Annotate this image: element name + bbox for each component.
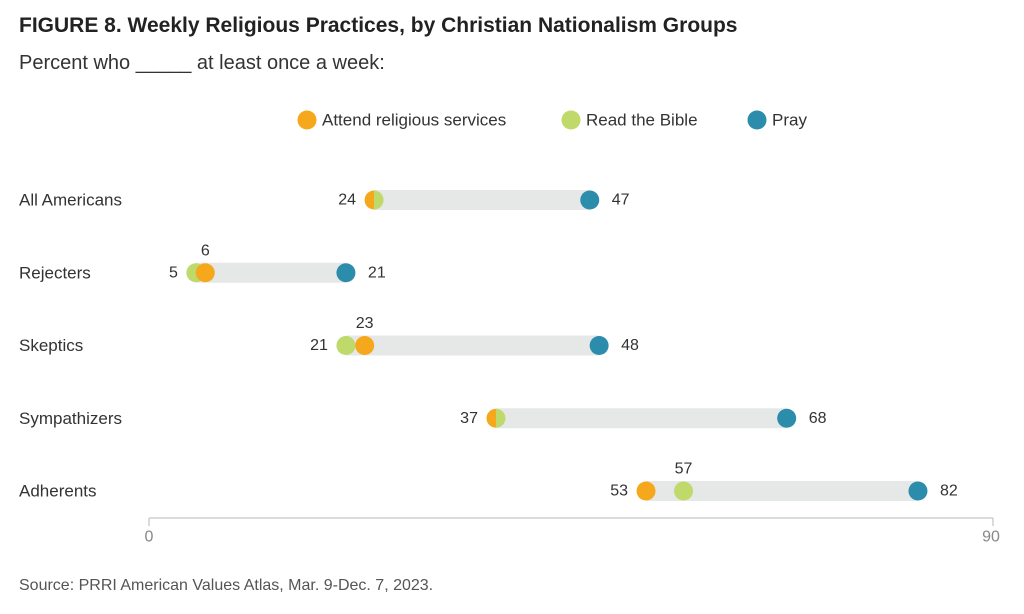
dot-pray xyxy=(580,190,600,210)
legend-label-attend: Attend religious services xyxy=(322,111,506,130)
category-label: Sympathizers xyxy=(19,409,122,428)
dot-attend xyxy=(355,336,375,355)
dot-pray xyxy=(908,481,928,501)
dot-pray xyxy=(336,263,356,283)
data-label: 82 xyxy=(940,483,958,500)
chart-source: Source: PRRI American Values Atlas, Mar.… xyxy=(19,577,434,594)
data-label: 24 xyxy=(338,192,356,209)
data-label: 6 xyxy=(201,242,210,259)
data-label: 23 xyxy=(356,315,374,332)
range-track xyxy=(495,408,787,429)
data-label: 5 xyxy=(169,264,178,281)
dot-pray xyxy=(589,336,609,355)
legend-label-pray: Pray xyxy=(772,111,807,130)
x-tick-label: 0 xyxy=(145,529,154,546)
data-label: 57 xyxy=(675,461,693,478)
data-label: 21 xyxy=(368,264,386,281)
dot-attend xyxy=(636,481,656,501)
chart-subtitle: Percent who _____ at least once a week: xyxy=(19,52,385,74)
dot-attend xyxy=(195,263,215,283)
data-label: 37 xyxy=(460,410,478,427)
dot-bible xyxy=(374,190,384,210)
range-track xyxy=(646,481,918,501)
data-label: 21 xyxy=(310,337,328,354)
range-track xyxy=(195,262,346,283)
legend-swatch-bible xyxy=(561,110,581,130)
x-tick-label: 90 xyxy=(982,529,1000,546)
range-track xyxy=(374,190,590,210)
legend-label-bible: Read the Bible xyxy=(586,111,698,130)
range-track xyxy=(345,335,600,356)
dot-bible xyxy=(495,408,506,428)
chart-title: FIGURE 8. Weekly Religious Practices, by… xyxy=(19,14,738,37)
legend-swatch-attend xyxy=(297,110,317,130)
dot-attend xyxy=(486,408,496,428)
data-label: 48 xyxy=(621,337,639,354)
data-label: 53 xyxy=(610,483,628,500)
data-label: 68 xyxy=(809,410,827,427)
category-label: Adherents xyxy=(19,482,97,501)
category-label: Skeptics xyxy=(19,336,83,355)
dot-bible xyxy=(674,481,694,501)
category-label: All Americans xyxy=(19,191,122,210)
dot-pray xyxy=(777,408,797,428)
category-label: Rejecters xyxy=(19,263,91,282)
dot-attend xyxy=(364,190,375,210)
dot-bible xyxy=(336,336,356,355)
data-label: 47 xyxy=(612,192,630,209)
legend-swatch-pray xyxy=(747,110,767,130)
